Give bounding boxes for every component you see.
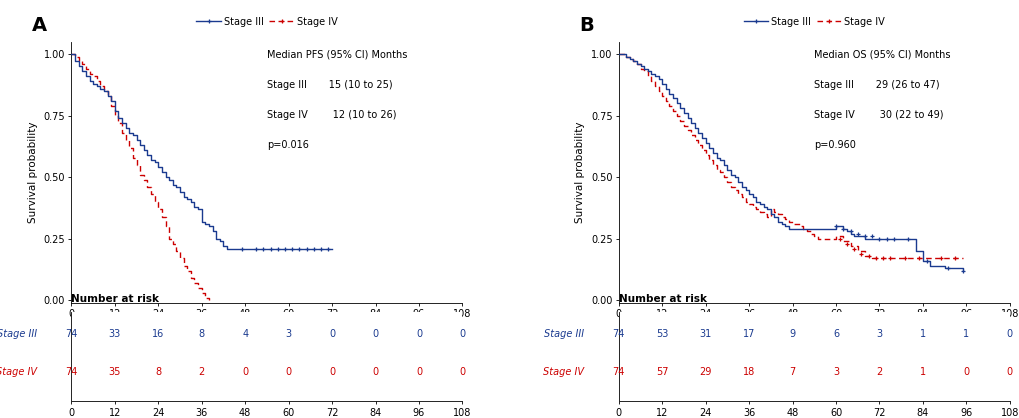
Text: 0: 0 (459, 329, 465, 339)
Text: Stage III       15 (10 to 25): Stage III 15 (10 to 25) (267, 80, 392, 89)
Text: 57: 57 (655, 367, 667, 377)
Text: 1: 1 (919, 329, 925, 339)
Legend: Stage III, Stage IV: Stage III, Stage IV (739, 13, 888, 31)
Text: 3: 3 (285, 329, 291, 339)
Text: 74: 74 (65, 367, 77, 377)
Text: Stage IV: Stage IV (543, 367, 584, 377)
Text: 0: 0 (1006, 329, 1012, 339)
Text: p=0.960: p=0.960 (813, 140, 855, 150)
Text: 0: 0 (962, 367, 968, 377)
Text: 0: 0 (1006, 367, 1012, 377)
Text: 0: 0 (372, 367, 378, 377)
Text: 35: 35 (109, 367, 121, 377)
Text: Number at risk: Number at risk (71, 294, 159, 304)
Text: 0: 0 (329, 329, 335, 339)
Text: 0: 0 (459, 367, 465, 377)
Text: 16: 16 (152, 329, 164, 339)
Text: 17: 17 (742, 329, 755, 339)
Text: Stage III: Stage III (0, 329, 37, 339)
Text: 9: 9 (789, 329, 795, 339)
Text: Stage III: Stage III (544, 329, 584, 339)
Text: 8: 8 (199, 329, 205, 339)
Text: 1: 1 (962, 329, 968, 339)
Text: 0: 0 (416, 329, 422, 339)
Text: 0: 0 (329, 367, 335, 377)
Text: p=0.016: p=0.016 (267, 140, 309, 150)
Text: Stage IV        12 (10 to 26): Stage IV 12 (10 to 26) (267, 110, 396, 120)
Y-axis label: Survival probability: Survival probability (575, 122, 585, 223)
Text: 2: 2 (875, 367, 881, 377)
X-axis label: Months: Months (795, 325, 833, 334)
Text: Median OS (95% CI) Months: Median OS (95% CI) Months (813, 50, 950, 60)
Y-axis label: Survival probability: Survival probability (28, 122, 38, 223)
Text: 1: 1 (919, 367, 925, 377)
Text: 8: 8 (155, 367, 161, 377)
Text: 18: 18 (742, 367, 754, 377)
Text: 2: 2 (199, 367, 205, 377)
Text: 0: 0 (242, 367, 248, 377)
Text: 53: 53 (655, 329, 667, 339)
Text: 74: 74 (65, 329, 77, 339)
Text: Stage IV: Stage IV (0, 367, 37, 377)
Text: Number at risk: Number at risk (619, 294, 706, 304)
Text: 3: 3 (875, 329, 881, 339)
Text: A: A (33, 16, 47, 35)
Text: 74: 74 (612, 367, 625, 377)
Text: 3: 3 (833, 367, 839, 377)
Text: Median PFS (95% CI) Months: Median PFS (95% CI) Months (267, 50, 407, 60)
Text: 0: 0 (285, 367, 291, 377)
Text: Stage IV        30 (22 to 49): Stage IV 30 (22 to 49) (813, 110, 943, 120)
Legend: Stage III, Stage IV: Stage III, Stage IV (193, 13, 341, 31)
Text: Stage III       29 (26 to 47): Stage III 29 (26 to 47) (813, 80, 938, 89)
Text: 0: 0 (416, 367, 422, 377)
Text: B: B (579, 16, 594, 35)
Text: 33: 33 (109, 329, 121, 339)
Text: 31: 31 (699, 329, 711, 339)
Text: 74: 74 (612, 329, 625, 339)
Text: 4: 4 (242, 329, 248, 339)
Text: 29: 29 (699, 367, 711, 377)
Text: 0: 0 (372, 329, 378, 339)
Text: 7: 7 (789, 367, 795, 377)
X-axis label: Months: Months (248, 325, 285, 334)
Text: 6: 6 (833, 329, 839, 339)
